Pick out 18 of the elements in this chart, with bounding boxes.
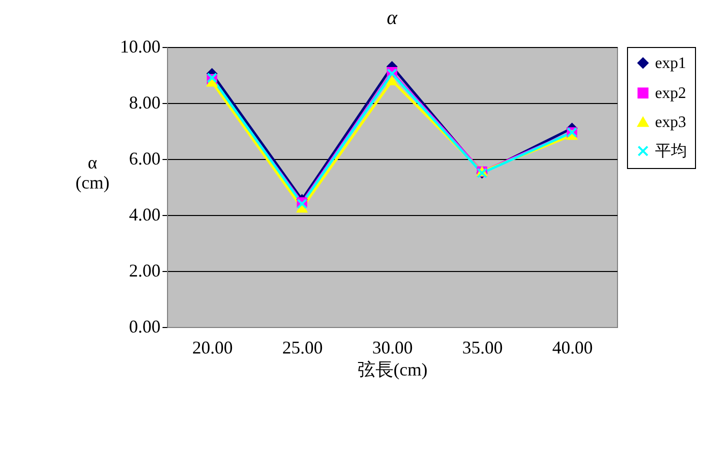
y-axis-title: α (cm) (76, 152, 110, 192)
x-tick-label: 30.00 (372, 338, 413, 358)
legend-label: exp1 (655, 55, 686, 72)
y-tick-label: 10.00 (120, 36, 160, 56)
y-tick-label: 6.00 (129, 148, 160, 168)
y-tick-label: 2.00 (129, 260, 160, 280)
y-tick-label: 8.00 (129, 92, 160, 112)
y-tick-label: 0.00 (129, 316, 160, 336)
legend-label: exp3 (655, 114, 686, 131)
x-tick-label: 40.00 (552, 338, 593, 358)
x-tick-label: 25.00 (282, 338, 323, 358)
legend-label: exp2 (655, 85, 686, 102)
y-tick-label: 4.00 (129, 204, 160, 224)
chart-title: α (386, 7, 398, 29)
x-tick-label: 20.00 (192, 338, 233, 358)
legend-label: 平均 (655, 143, 687, 160)
x-tick-label: 35.00 (462, 338, 503, 358)
x-axis-title: 弦長(cm) (358, 360, 428, 380)
